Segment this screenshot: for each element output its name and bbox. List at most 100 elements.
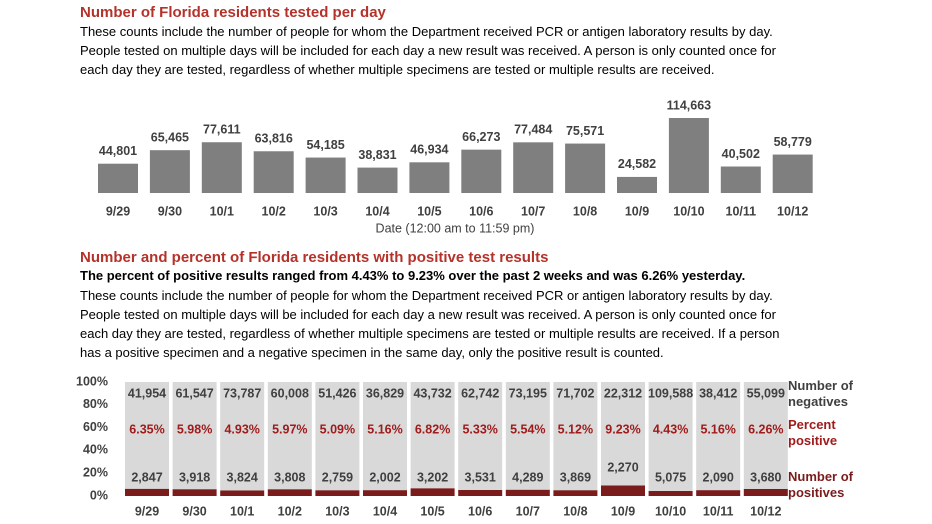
data-label: 5.98%: [177, 422, 212, 436]
bar-segment: [267, 382, 312, 490]
data-label: 41,954: [128, 386, 166, 400]
bar-segment: [172, 382, 217, 490]
data-label: 51,426: [318, 386, 356, 400]
subtitle: The percent of positive results ranged f…: [80, 268, 746, 283]
bar-segment: [505, 382, 550, 490]
data-label: 46,934: [410, 143, 448, 157]
data-label: 5.09%: [320, 422, 355, 436]
y-tick-label: 40%: [83, 443, 108, 457]
bar-segment: [696, 382, 741, 491]
data-label: 3,824: [227, 470, 258, 484]
bar: [617, 176, 657, 193]
x-tick-label: 10/7: [516, 504, 540, 518]
x-tick-label: 10/8: [563, 504, 587, 518]
bar-segment: [172, 489, 217, 496]
data-label: 4.93%: [224, 422, 259, 436]
data-label: 3,202: [417, 470, 448, 484]
bar-segment: [601, 382, 645, 486]
bar-segment: [220, 382, 265, 491]
data-label: 6.82%: [415, 422, 450, 436]
bar-segment: [505, 489, 550, 496]
bar-segment: [315, 382, 360, 491]
chart-title: Number and percent of Florida residents …: [80, 249, 549, 266]
data-label: 73,787: [223, 386, 261, 400]
bar: [149, 150, 190, 193]
x-tick-label: 10/10: [673, 204, 704, 218]
data-label: 40,502: [722, 147, 760, 161]
y-tick-label: 80%: [83, 397, 108, 411]
data-label: 5.97%: [272, 422, 307, 436]
bar-segment: [410, 382, 455, 489]
x-tick-label: 10/4: [365, 204, 389, 218]
data-label: 65,465: [151, 130, 189, 144]
bar: [305, 157, 346, 193]
bar-segment: [363, 490, 407, 496]
data-label: 62,742: [461, 386, 499, 400]
x-tick-label: 10/10: [655, 504, 686, 518]
y-tick-label: 100%: [76, 374, 108, 388]
x-tick-label: 10/3: [313, 204, 337, 218]
data-label: 3,680: [750, 470, 781, 484]
data-label: 4,289: [512, 470, 543, 484]
legend-entry: Number of positives: [788, 469, 853, 500]
data-label: 24,582: [618, 157, 656, 171]
bar: [565, 143, 606, 193]
bar-segment: [363, 382, 407, 491]
bar: [409, 162, 450, 193]
data-label: 4.43%: [653, 422, 688, 436]
data-label: 3,918: [179, 470, 210, 484]
bar-segment: [458, 382, 503, 490]
bar: [253, 151, 294, 193]
bar: [201, 142, 242, 193]
x-tick-label: 10/11: [726, 204, 757, 218]
data-label: 54,185: [306, 138, 344, 152]
bar-segment: [648, 490, 693, 496]
x-tick-label: 10/5: [420, 504, 444, 518]
data-label: 43,732: [413, 386, 451, 400]
x-tick-label: 10/6: [469, 204, 493, 218]
data-label: 3,531: [465, 470, 496, 484]
data-label: 5.33%: [462, 422, 497, 436]
data-label: 22,312: [604, 386, 642, 400]
data-label: 2,002: [369, 470, 400, 484]
data-label: 63,816: [255, 132, 293, 146]
bar: [98, 163, 138, 193]
data-label: 2,759: [322, 470, 353, 484]
data-label: 5.16%: [700, 422, 735, 436]
legend-entry: Percent positive: [788, 417, 838, 448]
x-tick-label: 9/30: [182, 504, 206, 518]
bar-segment: [553, 382, 598, 491]
x-tick-label: 10/5: [417, 204, 441, 218]
bar-segment: [220, 490, 265, 496]
legend-entry: Number of negatives: [788, 378, 853, 409]
bar-segment: [696, 490, 741, 496]
bar-segment: [125, 488, 169, 496]
data-label: 73,195: [509, 386, 547, 400]
x-tick-label: 10/4: [373, 504, 397, 518]
x-tick-label: 10/9: [625, 204, 649, 218]
x-tick-label: 9/29: [135, 504, 159, 518]
bar-segment: [553, 490, 598, 496]
chart-title: Number of Florida residents tested per d…: [80, 4, 386, 21]
x-tick-label: 10/9: [611, 504, 635, 518]
data-label: 66,273: [462, 130, 500, 144]
x-axis-label: Date (12:00 am to 11:59 pm): [376, 221, 535, 235]
data-label: 5.16%: [367, 422, 402, 436]
y-tick-label: 0%: [90, 488, 108, 502]
data-label: 109,588: [648, 386, 693, 400]
bar: [772, 154, 813, 193]
description: These counts include the number of peopl…: [80, 24, 776, 77]
x-tick-label: 10/1: [230, 504, 254, 518]
bar: [461, 149, 502, 193]
x-tick-label: 9/29: [106, 204, 130, 218]
data-label: 36,829: [366, 386, 404, 400]
description: These counts include the number of peopl…: [80, 288, 780, 360]
x-tick-label: 10/1: [210, 204, 234, 218]
data-label: 55,099: [747, 386, 785, 400]
data-label: 60,008: [271, 386, 309, 400]
x-tick-label: 10/11: [703, 504, 734, 518]
x-tick-label: 10/2: [278, 504, 302, 518]
x-tick-label: 10/8: [573, 204, 597, 218]
bar-segment: [125, 382, 169, 489]
